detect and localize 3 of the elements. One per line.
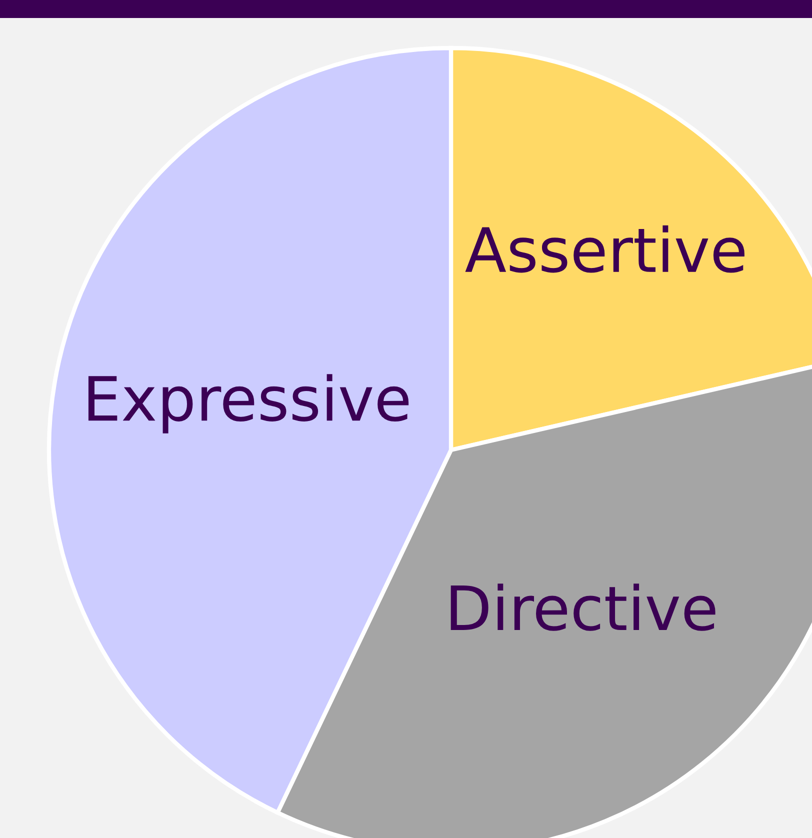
slice-label: Directive [450, 584, 716, 631]
slice-label: Assertive [465, 225, 744, 273]
slice-label: Expressive [88, 374, 409, 434]
